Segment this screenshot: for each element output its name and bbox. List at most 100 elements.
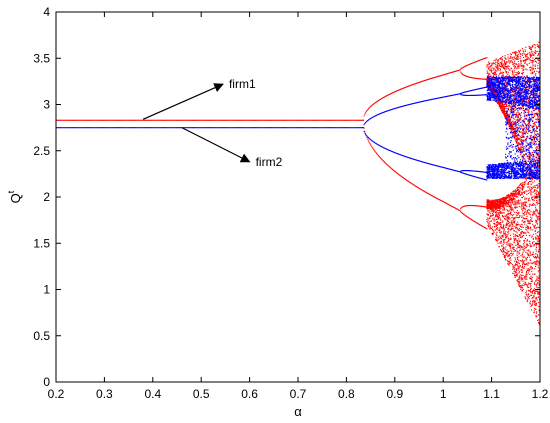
data-point — [326, 119, 328, 121]
data-point — [530, 53, 532, 55]
data-point — [530, 275, 532, 277]
data-point — [109, 127, 111, 129]
data-point — [482, 78, 484, 80]
data-point — [538, 46, 540, 49]
data-point — [538, 67, 540, 69]
data-point — [516, 141, 518, 143]
data-point — [490, 68, 492, 70]
data-point — [513, 190, 515, 192]
data-point — [492, 208, 494, 210]
data-point — [511, 128, 513, 130]
data-point — [507, 250, 509, 252]
data-point — [514, 106, 516, 108]
data-point — [400, 175, 402, 177]
data-point — [522, 275, 524, 277]
data-point — [505, 233, 507, 235]
data-point — [521, 254, 523, 256]
data-point — [460, 207, 462, 209]
data-point — [142, 119, 144, 121]
data-point — [530, 284, 532, 287]
data-point — [516, 136, 518, 138]
data-point — [508, 199, 510, 201]
data-point — [537, 215, 539, 217]
data-point — [509, 122, 512, 124]
data-point — [438, 198, 440, 200]
data-point — [499, 103, 501, 105]
data-point — [513, 63, 515, 65]
data-point — [510, 130, 512, 132]
data-point — [500, 212, 502, 214]
data-point — [130, 119, 132, 121]
data-point — [536, 218, 538, 220]
data-point — [533, 290, 535, 292]
data-point — [536, 118, 538, 120]
data-point — [209, 119, 211, 121]
data-point — [488, 68, 490, 70]
data-point — [497, 204, 499, 206]
data-point — [518, 122, 520, 124]
data-point — [537, 279, 539, 281]
data-point — [519, 183, 521, 186]
data-point — [86, 119, 88, 121]
data-point — [532, 229, 534, 231]
data-point — [533, 227, 535, 229]
data-point — [526, 215, 528, 218]
data-point — [496, 214, 498, 216]
data-point — [491, 63, 493, 65]
data-point — [515, 53, 517, 55]
data-point — [505, 204, 507, 206]
data-point — [522, 144, 524, 146]
data-point — [528, 250, 530, 252]
data-point — [501, 62, 503, 64]
data-point — [522, 217, 524, 219]
data-point — [521, 105, 523, 107]
data-point — [57, 119, 59, 121]
data-point — [445, 202, 447, 204]
data-point — [529, 277, 531, 280]
data-point — [497, 215, 499, 217]
data-point — [436, 198, 438, 200]
data-point — [529, 137, 531, 139]
data-point — [519, 78, 521, 80]
data-point — [513, 134, 515, 136]
data-point — [360, 119, 362, 121]
data-point — [534, 230, 536, 233]
data-point — [66, 127, 68, 129]
data-point — [501, 64, 504, 67]
data-point — [446, 203, 448, 205]
data-point — [496, 221, 498, 223]
data-point — [214, 119, 216, 121]
data-point — [386, 94, 388, 96]
data-point — [528, 206, 530, 208]
data-point — [538, 71, 540, 73]
data-point — [533, 155, 535, 157]
data-point — [523, 160, 525, 163]
data-point — [531, 165, 533, 167]
data-point — [527, 123, 529, 125]
data-point — [517, 235, 519, 237]
data-point — [532, 60, 534, 62]
data-point — [171, 119, 173, 121]
data-point — [531, 46, 533, 48]
data-point — [488, 83, 490, 85]
data-point — [503, 232, 505, 234]
data-point — [501, 87, 503, 89]
data-point — [514, 201, 516, 203]
data-point — [223, 119, 226, 121]
data-point — [527, 225, 529, 228]
data-point — [509, 108, 511, 111]
data-point — [527, 269, 529, 271]
data-point — [468, 76, 470, 78]
data-point — [379, 99, 381, 101]
data-point — [457, 209, 460, 211]
data-point — [438, 75, 440, 77]
data-point — [447, 203, 449, 205]
data-point — [509, 122, 511, 124]
data-point — [538, 102, 540, 105]
data-point — [479, 224, 481, 226]
data-point — [518, 245, 520, 247]
data-point — [176, 119, 178, 121]
data-point — [434, 76, 436, 78]
data-point — [529, 302, 531, 304]
data-point — [413, 184, 415, 186]
